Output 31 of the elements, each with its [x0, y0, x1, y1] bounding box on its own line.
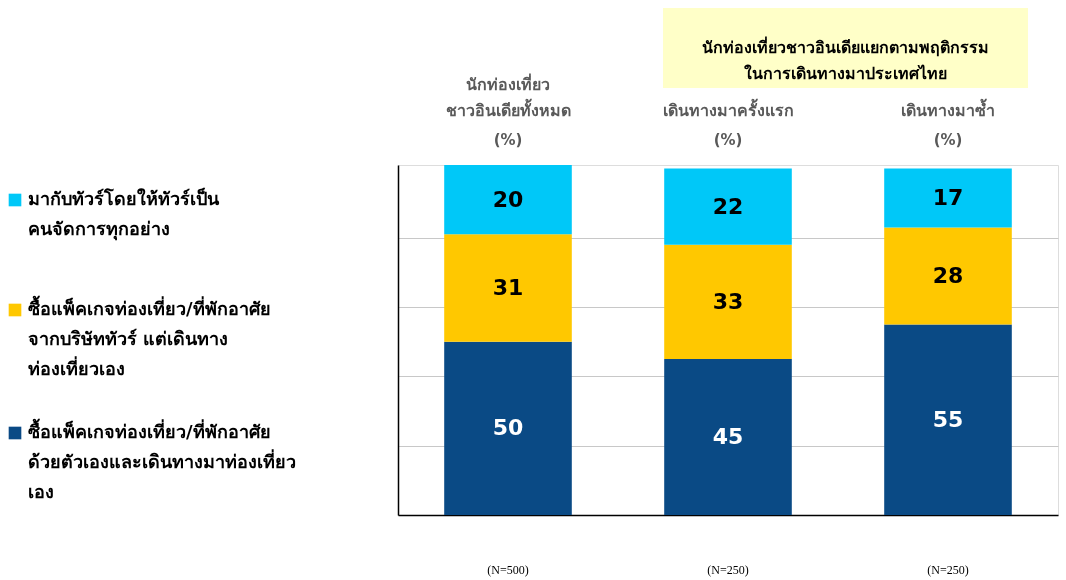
- data-label: 55: [932, 406, 964, 432]
- bar: [884, 324, 1012, 515]
- data-label: 33: [712, 288, 744, 314]
- bar: [444, 234, 572, 342]
- data-label: 17: [932, 184, 964, 210]
- data-label: 50: [492, 415, 524, 441]
- data-label: 45: [712, 424, 744, 450]
- bar: [444, 341, 572, 515]
- bar: [664, 168, 792, 245]
- bar: [884, 168, 1012, 228]
- x-tick-label: นักท่องเที่ยว ชาวอินเดียทั้งหมด: [445, 73, 571, 120]
- text: นักท่องเที่ยวชาวอินเดียแยกตามพฤติกรรม ในการเดินทางมาประเทศไทย: [701, 36, 989, 83]
- bar: [884, 227, 1012, 325]
- text: (%): [933, 131, 963, 149]
- bar: [664, 359, 792, 515]
- legend-label: มากับทัวร์โดยให้ทัวร์เป็น คนจัดการทุกอย่าง: [28, 187, 220, 241]
- x-tick-label: เดินทางมาซ้ำ: [901, 98, 995, 120]
- bar: [664, 244, 792, 360]
- data-label: 22: [712, 193, 744, 219]
- data-label: 28: [932, 262, 964, 288]
- text: (N=500): [487, 563, 529, 577]
- y-axis-title: (%): [493, 131, 523, 149]
- bar: [444, 165, 572, 235]
- legend-label: ซื้อแพ็คเกจท่องเที่ยว/ที่พักอาศัย ด้วยตัวเองและเดินทางมาท่องเที่ยว เอง: [28, 418, 296, 502]
- text: (N=250): [927, 563, 969, 577]
- legend-label: ซื้อแพ็คเกจท่องเที่ยว/ที่พักอาศัย จากบริษัททัวร์ แต่เดินทาง ท่องเที่ยวเอง: [28, 295, 271, 379]
- data-label: 20: [492, 186, 524, 212]
- x-tick-label: เดินทางมาครั้งแรก: [662, 98, 794, 120]
- data-label: 31: [492, 275, 524, 301]
- text: (N=250): [707, 563, 749, 577]
- text: (%): [713, 131, 743, 149]
